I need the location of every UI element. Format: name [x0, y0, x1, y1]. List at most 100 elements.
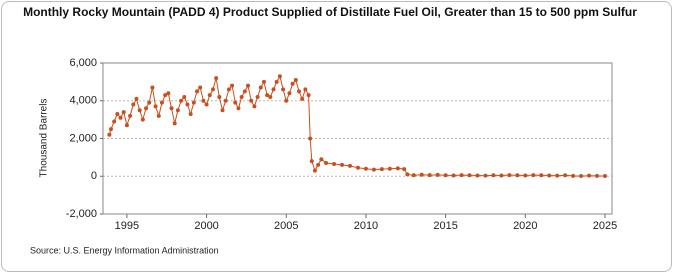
- data-point: [303, 87, 308, 92]
- data-point: [182, 94, 187, 99]
- data-point: [293, 77, 298, 82]
- data-point: [371, 167, 376, 172]
- data-point: [144, 106, 149, 111]
- data-point: [563, 173, 568, 178]
- data-point: [185, 102, 190, 107]
- y-tick-label: -2,000: [66, 208, 97, 220]
- plot-border: [102, 62, 613, 215]
- data-point: [239, 94, 244, 99]
- data-point: [249, 98, 254, 103]
- data-point: [207, 93, 212, 98]
- data-point: [290, 81, 295, 86]
- data-point: [277, 74, 282, 79]
- data-point: [172, 121, 177, 126]
- data-point: [230, 83, 235, 88]
- data-point: [153, 104, 158, 109]
- data-point: [134, 96, 139, 101]
- data-point: [287, 91, 292, 96]
- data-point: [233, 100, 238, 105]
- data-point: [332, 161, 337, 166]
- y-tick-label: 2,000: [69, 132, 97, 144]
- data-point: [124, 123, 129, 128]
- data-point: [115, 111, 120, 116]
- data-point: [491, 173, 496, 178]
- data-point: [348, 163, 353, 168]
- data-point: [204, 102, 209, 107]
- data-point: [443, 173, 448, 178]
- data-point: [483, 173, 488, 178]
- x-tick-label: 2025: [593, 220, 617, 232]
- data-point: [220, 108, 225, 113]
- data-point: [427, 173, 432, 178]
- data-point: [451, 173, 456, 178]
- data-point: [405, 172, 410, 177]
- data-point: [268, 94, 273, 99]
- data-point: [281, 87, 286, 92]
- data-point: [379, 167, 384, 172]
- data-point: [300, 96, 305, 101]
- data-point: [507, 173, 512, 178]
- data-point: [201, 98, 206, 103]
- data-point: [226, 87, 231, 92]
- data-point: [324, 161, 329, 166]
- chart-title: Monthly Rocky Mountain (PADD 4) Product …: [23, 5, 637, 19]
- data-point: [159, 100, 164, 105]
- data-point: [179, 98, 184, 103]
- data-point: [195, 89, 200, 94]
- data-point: [402, 167, 407, 172]
- data-point: [107, 132, 112, 137]
- x-tick-label: 1995: [115, 220, 139, 232]
- x-tick-label: 2005: [274, 220, 298, 232]
- frame: [1, 1, 672, 272]
- data-point: [258, 85, 263, 90]
- x-tick-label: 2000: [194, 220, 218, 232]
- data-point: [147, 100, 152, 105]
- data-point: [112, 119, 117, 124]
- x-tick-label: 2020: [513, 220, 537, 232]
- data-point: [166, 91, 171, 96]
- data-point: [150, 85, 155, 90]
- data-point: [467, 173, 472, 178]
- data-point: [252, 104, 257, 109]
- data-point: [140, 117, 145, 122]
- data-point: [274, 79, 279, 84]
- data-point: [128, 113, 133, 118]
- y-tick-label: 6,000: [69, 57, 97, 69]
- data-point: [255, 94, 260, 99]
- data-point: [188, 111, 193, 116]
- data-point: [312, 168, 317, 173]
- data-point: [419, 172, 424, 177]
- data-point: [156, 113, 161, 118]
- data-point: [118, 115, 123, 120]
- data-point: [163, 93, 168, 98]
- y-tick-label: 0: [91, 170, 97, 182]
- data-point: [595, 173, 600, 178]
- data-point: [210, 87, 215, 92]
- data-point: [340, 162, 345, 167]
- data-point: [387, 166, 392, 171]
- data-point: [499, 173, 504, 178]
- data-point: [175, 108, 180, 113]
- data-point: [309, 159, 314, 164]
- data-point: [316, 162, 321, 167]
- data-point: [284, 98, 289, 103]
- data-point: [308, 136, 313, 141]
- data-point: [555, 173, 560, 178]
- data-point: [191, 100, 196, 105]
- data-point: [121, 110, 126, 115]
- data-point: [539, 173, 544, 178]
- y-axis-label: Thousand Barrels: [39, 99, 50, 178]
- data-point: [261, 79, 266, 84]
- x-tick-label: 2015: [433, 220, 457, 232]
- data-point: [411, 173, 416, 178]
- data-point: [271, 87, 276, 92]
- data-point: [223, 98, 228, 103]
- data-point: [214, 76, 219, 81]
- data-point: [475, 173, 480, 178]
- data-point: [265, 93, 270, 98]
- data-point: [169, 106, 174, 111]
- data-point: [198, 85, 203, 90]
- data-point: [523, 173, 528, 178]
- data-point: [246, 83, 251, 88]
- data-point: [217, 94, 222, 99]
